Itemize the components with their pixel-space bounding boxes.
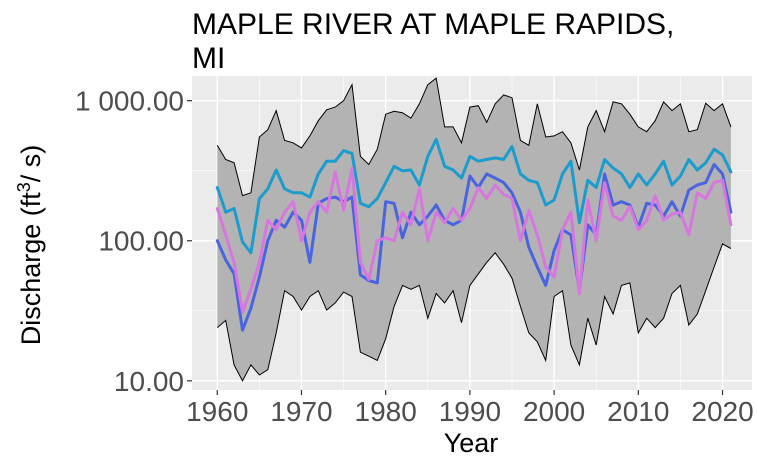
band-fill	[217, 78, 731, 381]
x-tick-label: 2010	[607, 396, 669, 427]
y-axis-title-main: Discharge (ft	[16, 192, 46, 346]
series-line-blue	[215, 163, 733, 332]
x-tick-label: 1980	[355, 396, 417, 427]
y-axis-title-superscript: 3	[14, 182, 34, 192]
x-tick-label: 1990	[439, 396, 501, 427]
band-lower-outline	[216, 243, 732, 382]
band-upper-outline	[216, 77, 732, 197]
x-tick-label: 2020	[691, 396, 753, 427]
series-lines	[215, 137, 733, 332]
y-axis-ticks: 10.00 100.00 1 000.00	[75, 86, 192, 397]
series-line-cyan	[215, 137, 733, 255]
discharge-range-band	[216, 77, 732, 382]
y-tick-label: 100.00	[98, 226, 184, 257]
series-line-violet	[215, 166, 733, 314]
y-tick-label: 10.00	[114, 366, 184, 397]
y-axis-title: Discharge (ft3/ s)	[14, 145, 46, 346]
chart-title-line-1: MAPLE RIVER AT MAPLE RAPIDS,	[192, 8, 674, 41]
y-tick-label: 1 000.00	[75, 86, 184, 117]
x-tick-label: 2000	[523, 396, 585, 427]
x-tick-label: 1970	[270, 396, 332, 427]
x-tick-label: 1960	[186, 396, 248, 427]
y-axis-title-unit: / s)	[16, 145, 46, 183]
chart-title-line-2: MI	[192, 42, 225, 75]
x-axis-title: Year	[444, 428, 499, 458]
x-axis-ticks: 1960 1970 1980 1990 2000 2010 2020	[186, 390, 754, 427]
